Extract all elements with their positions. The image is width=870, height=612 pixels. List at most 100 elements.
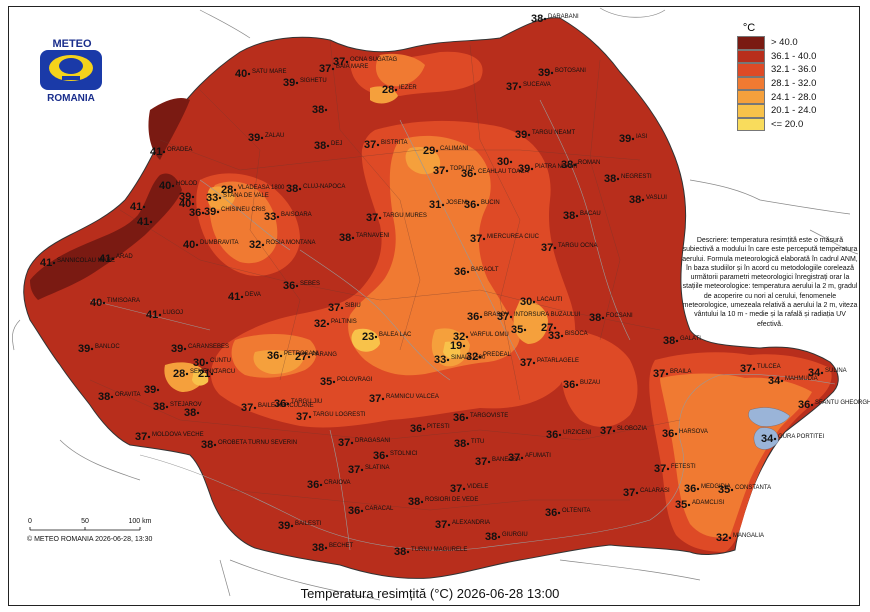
station-dot <box>573 163 577 167</box>
station-temperature: 41 <box>40 257 52 269</box>
station-marker: 38 BACAU <box>563 210 601 222</box>
station-name: BALEA LAC <box>379 332 412 338</box>
station-temperature: 38 <box>563 210 575 222</box>
station-name: BANLOC <box>95 344 120 350</box>
station-marker: 35 ADAMCLISI <box>675 499 725 511</box>
station-temperature: 40 <box>183 239 195 251</box>
station-name: TARGU JIU <box>291 399 322 405</box>
station-marker: 32 PALTINIS <box>314 318 357 330</box>
station-name: BACAU <box>580 211 601 217</box>
station-name: BAIA MARE <box>336 64 368 70</box>
station-marker: 37 OCNA SUGATAG <box>333 56 397 68</box>
station-name: BOTOSANI <box>555 68 586 74</box>
station-temperature: 34 <box>768 375 781 387</box>
station-name: TARGU LOGRESTI <box>313 412 366 418</box>
station-marker: 38 GIURGIU <box>485 531 528 543</box>
station-marker: 40 <box>179 198 195 210</box>
station-marker: 37 BRAILA <box>653 368 691 380</box>
station-dot <box>635 491 639 495</box>
station-marker: 36 BARAOLT <box>454 266 499 278</box>
station-temperature: 27 <box>541 322 553 334</box>
station-name: CHISINEU CRIS <box>221 207 266 213</box>
station-dot <box>532 300 536 304</box>
station-name: SUCEAVA <box>523 82 551 88</box>
station-marker: 37 RAMNICU VALCEA <box>369 393 439 405</box>
legend-label: <= 20.0 <box>771 118 804 130</box>
station-dot <box>345 60 349 64</box>
station-temperature: 39 <box>283 77 295 89</box>
station-name: URZICENI <box>563 430 592 436</box>
station-marker: 30 <box>497 156 513 168</box>
map-title: Temperatura resimțită (°C) 2026-06-28 13… <box>300 586 560 601</box>
station-temperature: 37 <box>348 464 360 476</box>
station-name: TARGU OCNA <box>558 243 598 249</box>
station-temperature: 35 <box>675 499 687 511</box>
station-temperature: 37 <box>369 393 381 405</box>
station-temperature: 41 <box>137 216 149 228</box>
station-marker: 36 <box>189 207 205 219</box>
station-name: BUCIN <box>481 200 500 206</box>
station-temperature: 33 <box>548 330 560 342</box>
station-temperature: 38 <box>408 496 420 508</box>
station-dot <box>247 72 251 76</box>
station-dot <box>165 405 169 409</box>
station-dot <box>601 316 605 320</box>
station-dot <box>376 143 380 147</box>
station-marker: 39 CHISINEU CRIS <box>204 206 266 218</box>
station-dot <box>550 71 554 75</box>
station-temperature: 37 <box>135 431 147 443</box>
station-temperature: 33 <box>434 354 446 366</box>
station-temperature: 35 <box>511 324 523 336</box>
station-marker: 38 NEGRESTI <box>604 173 652 185</box>
station-marker: 27 PARANG <box>295 351 337 363</box>
station-marker: 39 <box>144 384 160 396</box>
station-marker: 35 POLOVRAGI <box>320 376 373 388</box>
station-temperature: 36 <box>189 207 201 219</box>
station-name: SIGHETU <box>300 78 327 84</box>
station-temperature: 37 <box>497 311 509 323</box>
station-temperature: 37 <box>623 487 635 499</box>
station-marker: 41 ORADEA <box>150 146 192 158</box>
legend-item: 36.1 - 40.0 <box>737 49 847 64</box>
station-marker: 37 TOPLITA <box>433 165 474 177</box>
legend-item: 24.1 - 28.0 <box>737 90 847 104</box>
station-temperature: 37 <box>740 363 752 375</box>
station-temperature: 37 <box>241 402 253 414</box>
station-marker: 23 BALEA LAC <box>362 331 412 343</box>
station-name: MOLDOVA VECHE <box>152 432 204 438</box>
station-name: BARAOLT <box>471 267 499 273</box>
station-temperature: 38 <box>629 194 641 206</box>
legend-swatch-under-20 <box>737 117 765 132</box>
legend: °C > 40.0 36.1 - 40.0 32.1 - 36.0 28.1 -… <box>737 22 847 132</box>
station-dot <box>465 416 469 420</box>
station-dot <box>473 172 477 176</box>
station-dot <box>191 202 195 206</box>
station-dot <box>445 169 449 173</box>
station-name: DARABANI <box>548 14 579 20</box>
station-dot <box>183 347 187 351</box>
legend-swatch-32-36 <box>737 63 765 77</box>
station-marker: 30 CUNTU <box>193 357 231 369</box>
station-marker: 36 CEAHLAU TOACA <box>461 168 528 180</box>
station-marker: 36 TARGU JIU <box>274 398 322 410</box>
station-dot <box>360 468 364 472</box>
station-name: LACAUTI <box>537 297 563 303</box>
station-dot <box>324 108 328 112</box>
station-marker: 32 ROSIA MONTANA <box>249 239 316 251</box>
station-marker: 37 BAIA MARE <box>319 63 368 75</box>
station-temperature: 32 <box>716 532 728 544</box>
station-temperature: 37 <box>508 452 520 464</box>
station-dot <box>102 301 106 305</box>
station-temperature: 32 <box>314 318 326 330</box>
station-dot <box>575 214 579 218</box>
station-temperature: 38 <box>604 173 616 185</box>
station-dot <box>532 361 536 365</box>
station-marker: 37 SLOBOZIA <box>600 425 647 437</box>
station-dot <box>156 388 160 392</box>
station-marker: 28 IEZER <box>382 84 417 96</box>
station-temperature: 36 <box>454 266 466 278</box>
station-name: GURA PORTITEI <box>778 434 825 440</box>
station-name: PALTINIS <box>331 319 357 325</box>
legend-label: 36.1 - 40.0 <box>771 50 817 62</box>
